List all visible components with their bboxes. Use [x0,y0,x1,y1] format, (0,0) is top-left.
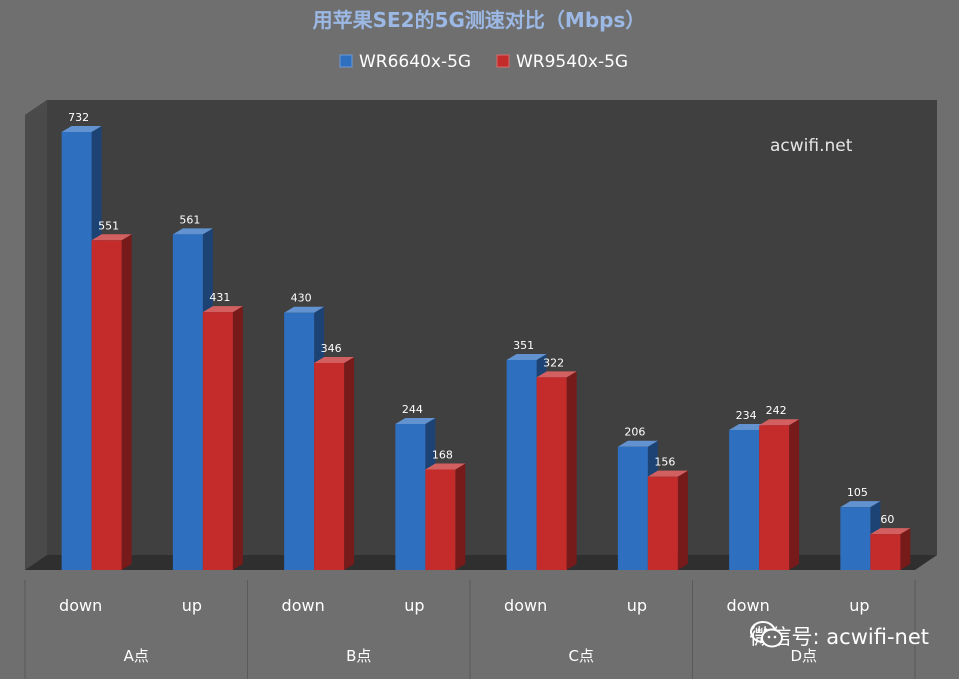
data-label: 431 [209,291,230,304]
bar-front [425,469,456,570]
bar-front [506,359,537,570]
bar-WR9540x-5G-7 [870,528,911,570]
bar-WR9540x-5G-3 [425,463,466,570]
bar-WR9540x-5G-5 [647,470,688,570]
data-label: 561 [179,213,200,226]
bar-top [172,228,213,235]
bar-front [870,534,901,570]
x-tick-label: down [59,596,102,615]
bar-front [395,424,426,570]
bar-front [647,476,678,570]
bar-front [202,312,233,570]
bar-side [344,356,355,570]
data-label: 60 [880,513,894,526]
x-tick-label: up [849,596,869,615]
data-label: 430 [291,292,312,305]
bar-front [91,240,122,570]
chart-credit: acwifi.net [770,136,853,156]
bar-WR9540x-5G-2 [314,356,355,570]
data-label: 105 [847,486,868,499]
bar-side [677,470,688,570]
data-label: 242 [766,404,787,417]
bar-top [536,371,577,378]
x-tick-label: up [182,596,202,615]
bar-top [759,419,800,426]
data-label: 732 [68,111,89,124]
bar-side [789,419,800,570]
bar-top [840,501,881,508]
data-label: 156 [654,456,675,469]
data-label: 244 [402,403,423,416]
bar-side [455,463,466,570]
legend-label: WR6640x-5G [359,52,471,72]
x-group-label: A点 [124,647,149,665]
plot-side-wall [25,100,47,570]
bar-front [617,446,648,570]
bar-WR9540x-5G-4 [536,371,577,570]
x-group-label: B点 [346,647,371,665]
bar-top [61,126,102,132]
x-group-label: D点 [790,647,817,665]
plot-back-wall [25,100,937,570]
bar-front [840,507,871,570]
bar-WR9540x-5G-1 [202,306,243,570]
bar-top [314,356,355,363]
bar-top [617,440,658,447]
x-tick-label: down [282,596,325,615]
bar-top [506,353,547,360]
bar-front [536,377,567,570]
bar-front [172,234,203,570]
data-label: 351 [513,339,534,352]
bar-WR9540x-5G-0 [91,234,132,570]
bar-front [759,425,790,570]
data-label: 551 [98,219,119,232]
wechat-watermark: 微信号: acwifi-net [749,621,929,651]
legend-label: WR9540x-5G [516,52,628,72]
x-tick-label: down [727,596,770,615]
legend-swatch [339,54,353,68]
x-tick-label: up [404,596,424,615]
wechat-icon [749,621,783,648]
bar-front [61,132,92,570]
bar-front [314,362,345,570]
data-label: 346 [321,342,342,355]
chart-title: 用苹果SE2的5G测速对比（Mbps） [313,8,646,32]
x-tick-label: down [504,596,547,615]
bar-side [566,371,577,570]
bar-side [121,234,132,570]
legend-swatch [496,54,510,68]
data-label: 168 [432,448,453,461]
bar-side [900,528,911,570]
data-label: 234 [736,409,757,422]
bar-WR9540x-5G-6 [759,419,800,570]
bar-front [729,429,760,570]
bar-top [647,470,688,477]
bar-top [425,463,466,470]
x-group-label: C点 [569,647,594,665]
bar-top [395,418,436,424]
bar-front [284,312,315,570]
bar-top [284,306,325,313]
bar-top [202,306,243,313]
bar-top [91,234,132,241]
bar-top [870,528,911,535]
x-tick-label: up [627,596,647,615]
data-label: 322 [543,356,564,369]
bar-side [232,306,243,570]
data-label: 206 [624,426,645,439]
plot-floor [25,555,937,570]
